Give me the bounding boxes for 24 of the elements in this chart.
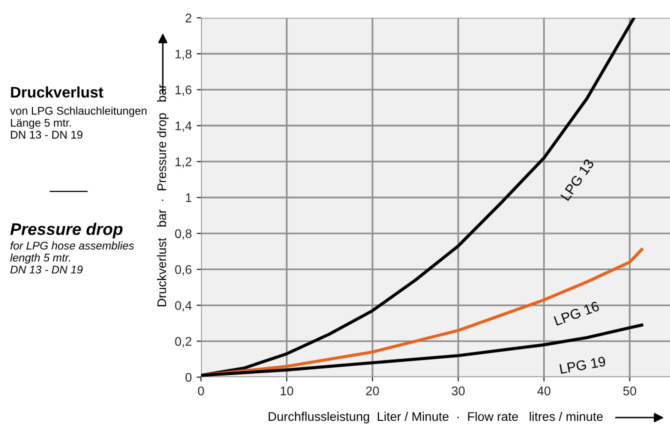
y-tick-label: 0,2 [175,337,192,348]
y-tick-label: 0,4 [175,301,192,312]
text: for LPG hose assemblies length 5 mtr. DN 13 - DN 19 [10,241,134,274]
text: Pressure drop [10,222,123,238]
y-tick-label: 1,6 [176,86,192,96]
y-tick-label: 0 [186,372,192,382]
text: LPG 16 [554,301,600,326]
x-tick-label: 50 [623,386,636,396]
x-tick-label: 0 [198,386,204,396]
y-tick-label: 2 [186,14,192,22]
x-tick-label: 30 [452,386,465,396]
y-tick-label: 0,8 [175,229,192,240]
text: von LPG Schlauchleitungen Länge 5 mtr. DN 13 - DN 19 [10,106,146,139]
y-tick-label: 1,2 [176,157,192,168]
x-axis-title: Durchflussleistung Liter / Minute · Flow rate litres / minute [268,412,603,424]
x-tick-label: 10 [280,386,294,396]
y-tick-label: 1,8 [176,50,192,60]
x-tick-label: 40 [537,386,550,396]
y-tick-label: 1,4 [176,122,192,132]
y-tick-label: 0,6 [175,265,192,276]
x-tick-label: 20 [366,386,379,396]
text: Druckverlust [11,86,104,98]
text: LPG 19 [560,356,606,374]
y-tick-label: 1 [186,193,192,202]
